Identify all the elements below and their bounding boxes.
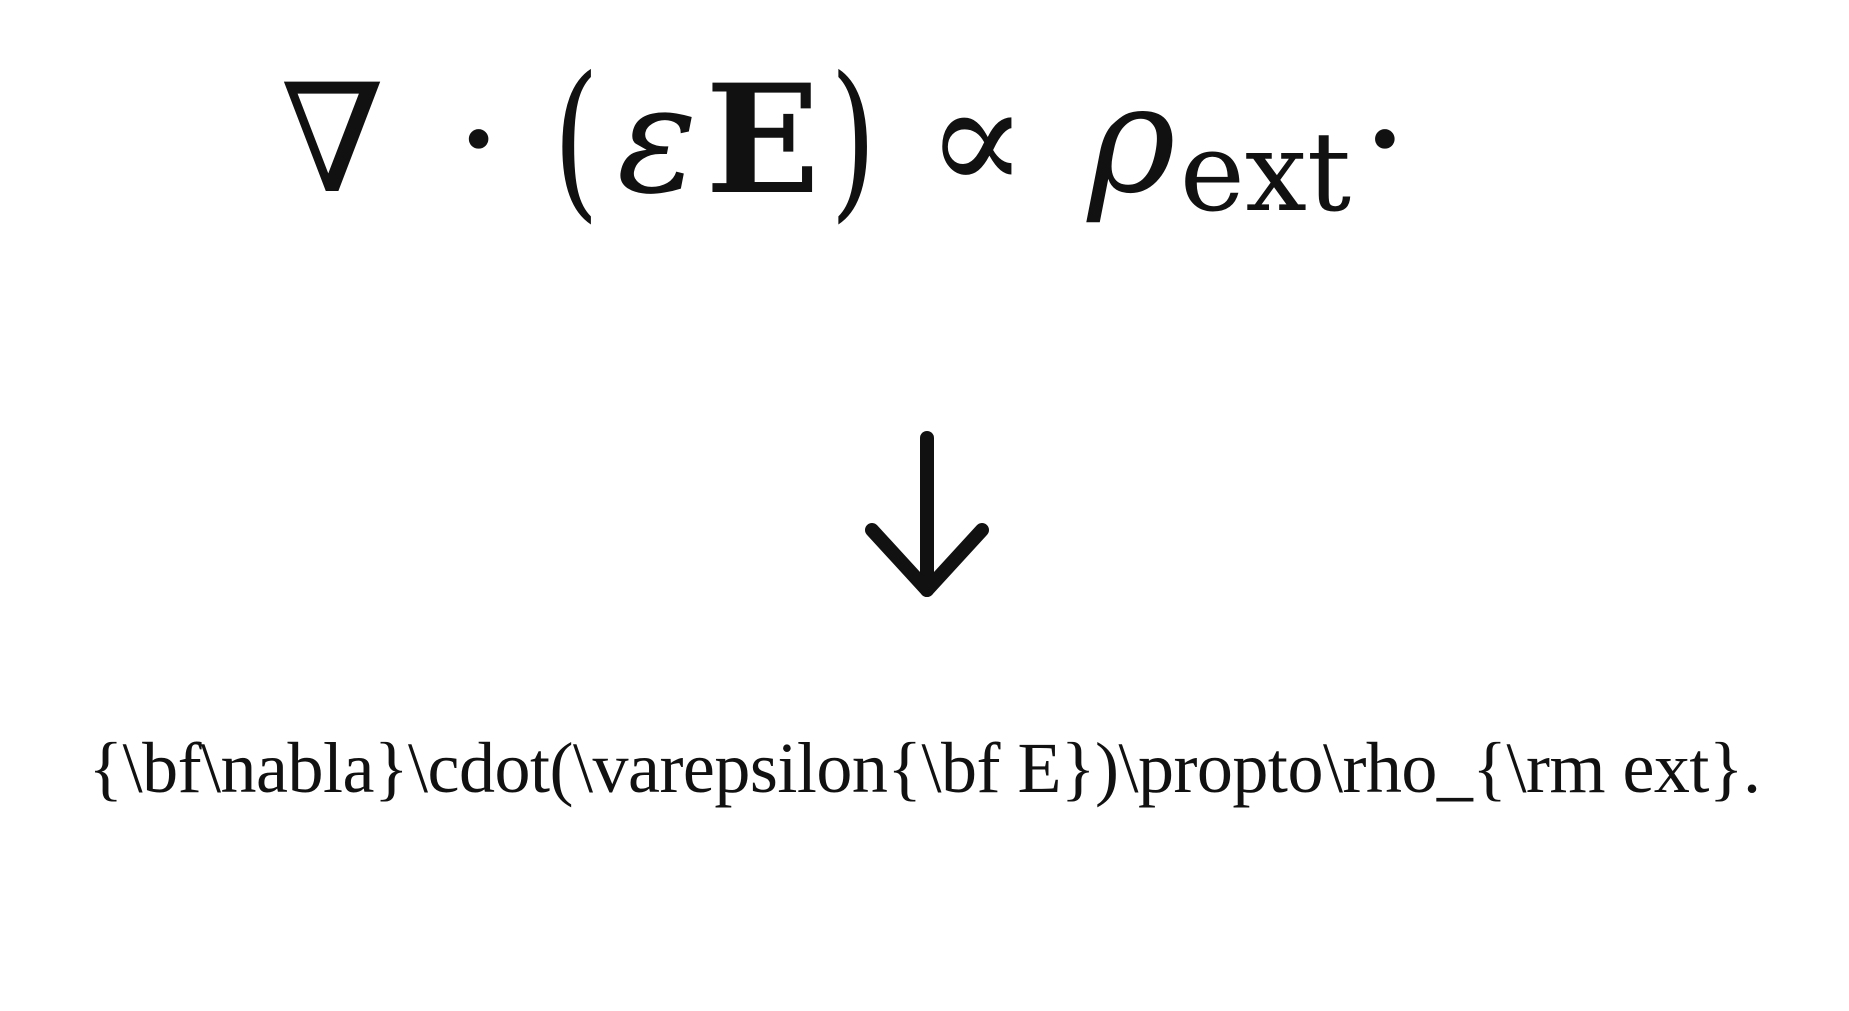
down-arrow-icon [865,431,989,597]
field-symbol: E [705,52,820,228]
nabla-symbol: ∇ [280,53,385,227]
open-parenthesis: ( [552,41,599,239]
trailing-dot: · [1361,53,1409,227]
close-parenthesis: ) [829,41,877,239]
latex-source-text: {\bf\nabla}\cdot(\varepsilon{\bf E})\pro… [88,728,1761,808]
ext-subscript: ext [1179,108,1352,236]
proportional-symbol: ∝ [926,53,1028,227]
rendered-equation: ∇ · ( ε E ) ∝ ρ ext · [0,40,1769,240]
epsilon-symbol: ε [616,53,698,227]
dot-operator: · [454,53,503,227]
rho-symbol: ρ [1087,53,1176,227]
